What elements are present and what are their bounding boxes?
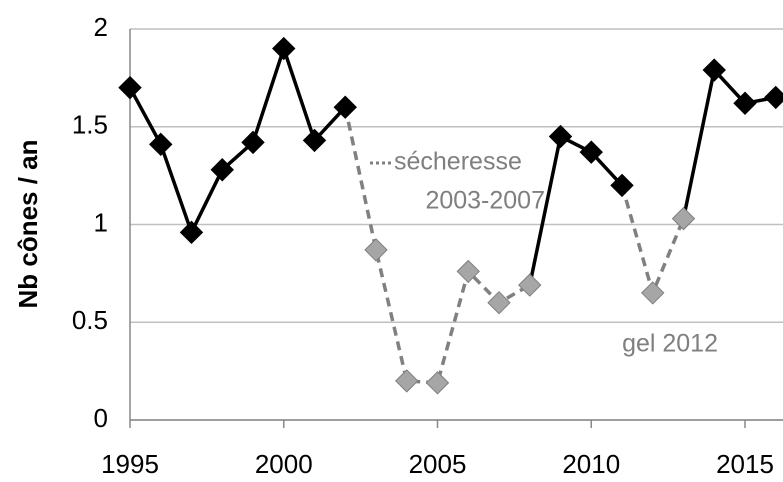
marker bbox=[302, 128, 327, 153]
marker bbox=[118, 75, 142, 100]
x-tick-label: 2010 bbox=[562, 449, 620, 479]
y-tick-label: 0 bbox=[94, 403, 108, 433]
marker bbox=[579, 140, 603, 164]
marker bbox=[610, 173, 634, 198]
x-tick-label: 2000 bbox=[255, 449, 313, 479]
marker bbox=[272, 36, 296, 61]
x-tick-label: 2005 bbox=[409, 449, 467, 479]
x-tick-label: 1995 bbox=[101, 449, 159, 479]
annotation: 2003-2007 bbox=[425, 187, 545, 215]
y-tick-label: 1.5 bbox=[72, 110, 108, 140]
marker bbox=[456, 259, 480, 284]
marker bbox=[210, 158, 234, 182]
y-tick-label: 1 bbox=[94, 207, 108, 237]
marker bbox=[149, 132, 173, 157]
x-tick-label: 2015 bbox=[716, 449, 774, 479]
y-tick-label: 2 bbox=[94, 12, 108, 42]
marker bbox=[425, 371, 450, 395]
marker bbox=[764, 85, 783, 110]
marker bbox=[364, 238, 388, 262]
marker bbox=[733, 91, 757, 115]
annotation: gel 2012 bbox=[622, 330, 718, 358]
y-tick-label: 0.5 bbox=[72, 305, 108, 335]
marker bbox=[179, 220, 204, 245]
marker bbox=[641, 281, 665, 305]
marker bbox=[333, 95, 357, 119]
marker bbox=[548, 124, 573, 149]
marker bbox=[241, 130, 265, 155]
y-axis-label: Nb cônes / an bbox=[13, 139, 43, 308]
annotation: sécheresse bbox=[394, 148, 522, 176]
marker bbox=[671, 206, 696, 231]
marker bbox=[487, 290, 511, 315]
series-line bbox=[128, 42, 777, 286]
marker bbox=[395, 369, 419, 393]
marker bbox=[518, 273, 542, 297]
marker bbox=[702, 58, 726, 82]
